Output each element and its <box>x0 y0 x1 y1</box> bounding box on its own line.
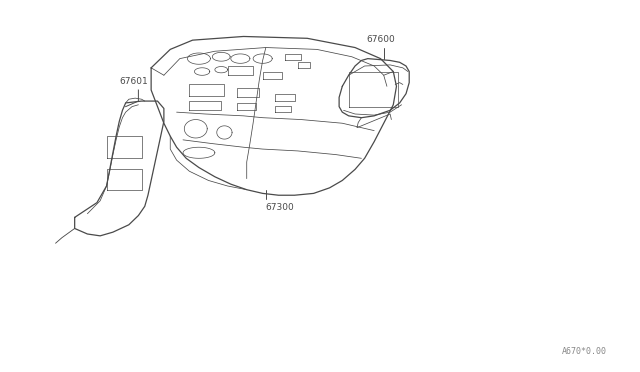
Text: 67300: 67300 <box>266 203 294 212</box>
Text: 67601: 67601 <box>119 77 148 86</box>
Text: A670*0.00: A670*0.00 <box>562 347 607 356</box>
Text: 67600: 67600 <box>366 35 395 44</box>
